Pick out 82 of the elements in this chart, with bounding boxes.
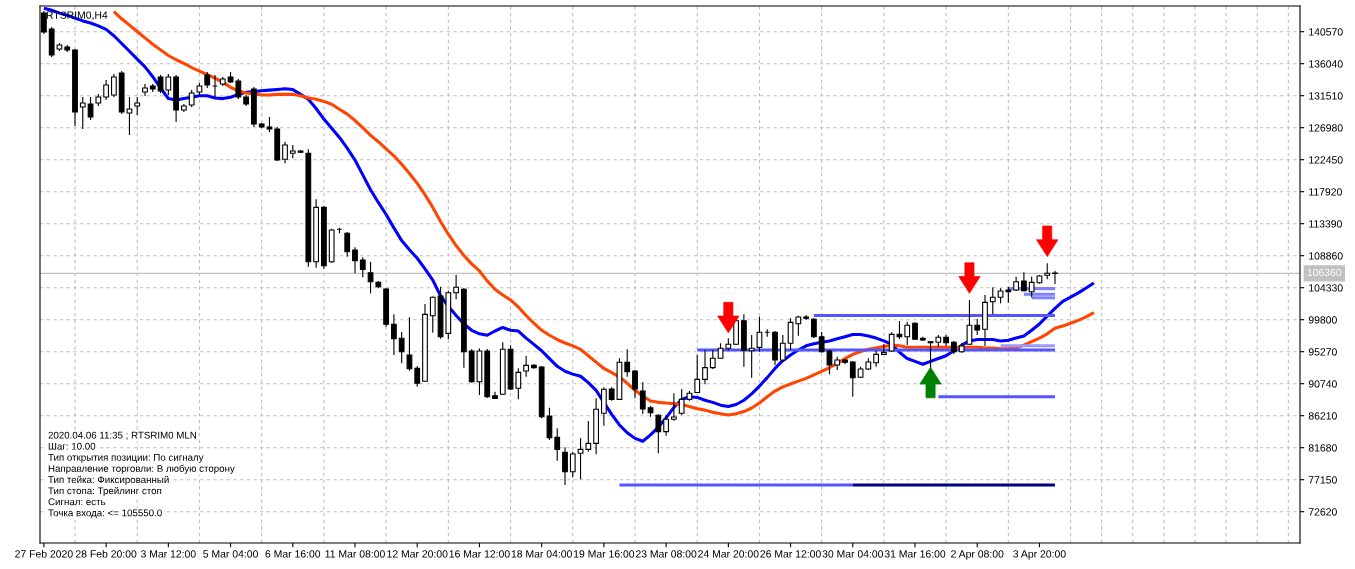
candlestick: [966, 299, 973, 346]
candlestick: [367, 261, 374, 294]
x-tick-label: 2 Apr 08:00: [951, 550, 1004, 560]
x-tick-label: 30 Mar 04:00: [822, 550, 884, 558]
candlestick: [1052, 270, 1058, 285]
y-tick-label: 140570: [1309, 28, 1343, 36]
candlestick: [702, 349, 708, 385]
candlestick: [632, 369, 638, 399]
y-tick-label: 90740: [1308, 380, 1337, 388]
candlestick: [694, 354, 701, 394]
candlestick: [881, 343, 887, 356]
candlestick: [811, 317, 817, 339]
x-tick-label: 3 Apr 20:00: [1013, 550, 1066, 560]
x-tick-label: 27 Feb 2020: [15, 549, 73, 558]
y-tick-label: 95270: [1308, 348, 1337, 356]
candlestick: [989, 286, 996, 315]
candlestick: [569, 451, 576, 478]
y-tick-label: 77150: [1308, 476, 1337, 484]
candlestick: [79, 96, 86, 130]
annotation: Сигнал: есть: [48, 498, 106, 506]
candlestick: [134, 96, 141, 116]
candlestick: [142, 83, 148, 97]
y-tick-label: 104330: [1309, 284, 1343, 292]
y-tick-label: 117920: [1309, 188, 1342, 196]
candlestick: [359, 256, 366, 278]
x-tick-label: 18 Mar 04:00: [511, 550, 572, 558]
x-tick-label: 19 Mar 16:00: [574, 550, 635, 558]
annotation: Тип открытия позиции: По сигналу: [48, 454, 204, 463]
x-tick-label: 16 Mar 12:00: [449, 550, 510, 558]
annotation: Тип тейка: Фиксированный: [48, 475, 169, 486]
candlestick: [453, 274, 459, 300]
candlestick: [414, 365, 421, 388]
candlestick: [111, 73, 117, 98]
x-tick-label: 23 Mar 08:00: [635, 550, 697, 558]
y-tick-label: 122450: [1309, 156, 1343, 164]
candlestick: [671, 392, 677, 422]
candlestick: [849, 360, 856, 398]
y-tick-label: 99800: [1308, 316, 1337, 324]
candlestick: [624, 348, 631, 378]
candlestick: [391, 313, 397, 356]
x-tick-label: 12 Mar 20:00: [387, 550, 448, 558]
candlestick: [1021, 271, 1027, 293]
candlestick: [709, 349, 716, 370]
y-tick-label: 86210: [1308, 412, 1337, 420]
y-tick-label: 81680: [1308, 444, 1337, 452]
candlestick: [344, 231, 351, 258]
x-tick-label: 31 Mar 16:00: [884, 550, 946, 558]
candlestick: [406, 316, 413, 372]
candlestick: [748, 334, 755, 379]
y-tick-label: 113390: [1309, 220, 1342, 228]
ref-line-label: 106360: [1307, 268, 1342, 277]
y-tick-label: 126980: [1309, 124, 1343, 132]
candlestick: [282, 141, 288, 164]
candlestick: [756, 316, 763, 353]
candlestick: [429, 295, 436, 334]
annotation: Шаг: 10.00: [48, 442, 96, 450]
candlestick: [398, 331, 405, 364]
candlestick: [639, 381, 646, 415]
candlestick: [655, 413, 662, 454]
candlestick: [779, 334, 786, 363]
y-tick-label: 131510: [1309, 92, 1343, 100]
x-tick-label: 28 Feb 20:00: [75, 549, 137, 558]
x-tick-label: 3 Mar 12:00: [140, 550, 196, 558]
candlestick: [554, 427, 561, 462]
x-tick-label: 11 Mar 08:00: [325, 550, 385, 558]
annotation: Точка входа: <= 105550.0: [48, 509, 162, 519]
y-tick-label: 108860: [1309, 252, 1343, 260]
x-tick-label: 6 Mar 16:00: [265, 550, 321, 558]
x-tick-label: 24 Mar 20:00: [698, 550, 759, 558]
candlestick: [562, 446, 568, 486]
candlestick: [904, 321, 911, 346]
annotation: Тип стопа: Трейлинг стоп: [48, 486, 162, 497]
x-tick-label: 26 Mar 12:00: [760, 550, 821, 558]
candlestick: [523, 355, 529, 378]
candlestick: [103, 79, 109, 101]
y-tick-label: 72620: [1308, 508, 1337, 516]
y-tick-label: 136040: [1309, 60, 1343, 68]
x-tick-label: 5 Mar 04:00: [203, 550, 258, 558]
candlestick: [352, 246, 358, 274]
annotation: 2020.04.06 11:35 ; RTSRIM0 MLN: [48, 431, 197, 440]
annotation: Направление торговли: В любую сторону: [48, 464, 235, 474]
candlestick: [663, 414, 669, 437]
